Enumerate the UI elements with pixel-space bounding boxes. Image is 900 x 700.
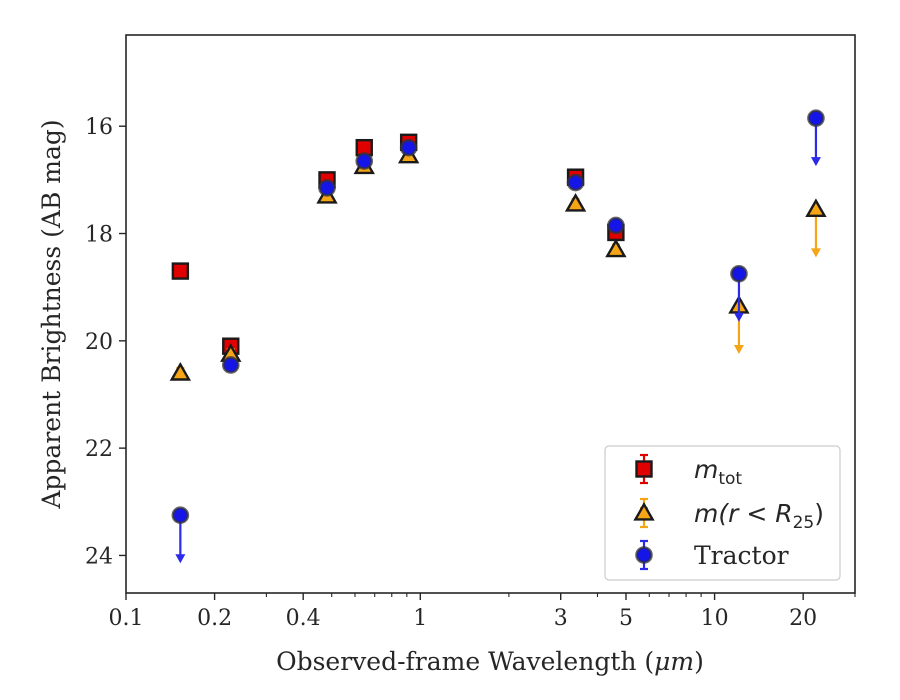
legend-label: m(r < R25)	[694, 499, 824, 533]
y-tick-label: 22	[85, 437, 113, 462]
legend-label: mtot	[694, 455, 742, 489]
upper-limit-arrowhead	[810, 157, 821, 167]
upper-limit-arrowhead	[733, 344, 744, 354]
y-tick-label: 16	[85, 115, 113, 140]
x-tick-label: 1	[413, 606, 427, 631]
data-point	[605, 238, 627, 258]
upper-limit-arrowhead	[175, 554, 186, 564]
x-tick-label: 5	[619, 606, 633, 631]
x-tick-label: 0.4	[286, 606, 321, 631]
y-tick-label: 24	[85, 544, 113, 569]
x-tick-label: 3	[554, 606, 568, 631]
legend: mtot m(r < R25) Tractor	[604, 445, 841, 581]
x-axis: 0.1 0.2 0.4 1 3 5 10 20	[109, 593, 856, 631]
y-axis: 16 18 20 22 24	[85, 115, 126, 569]
data-point	[169, 361, 192, 381]
data-point	[807, 109, 825, 127]
legend-marker	[635, 546, 653, 564]
data-point	[221, 356, 240, 374]
legend-marker	[635, 460, 653, 478]
data-point	[566, 173, 585, 192]
legend-label: Tractor	[694, 541, 789, 570]
upper-limit-arrowhead	[810, 248, 821, 258]
data-point	[318, 179, 336, 197]
data-point	[564, 192, 587, 212]
x-tick-label: 20	[789, 606, 817, 631]
legend-marker	[633, 501, 655, 521]
data-point	[171, 262, 190, 280]
y-tick-label: 18	[85, 223, 113, 248]
data-point	[171, 506, 190, 525]
data-marks	[169, 109, 827, 564]
series-2	[171, 109, 825, 564]
x-tick-label: 10	[701, 606, 729, 631]
data-point	[805, 198, 827, 218]
data-point	[607, 216, 625, 235]
upper-limit-arrowhead	[733, 312, 744, 322]
legend-box	[604, 445, 841, 581]
y-tick-label: 20	[85, 330, 113, 355]
y-axis-label: Apparent Brightness (AB mag)	[37, 119, 66, 509]
x-tick-label: 0.2	[197, 606, 232, 631]
data-point	[355, 152, 374, 170]
x-axis-label: Observed-frame Wavelength (μm)	[276, 647, 704, 676]
data-point	[730, 264, 748, 283]
x-tick-label: 0.1	[109, 606, 144, 631]
data-point	[399, 138, 418, 157]
